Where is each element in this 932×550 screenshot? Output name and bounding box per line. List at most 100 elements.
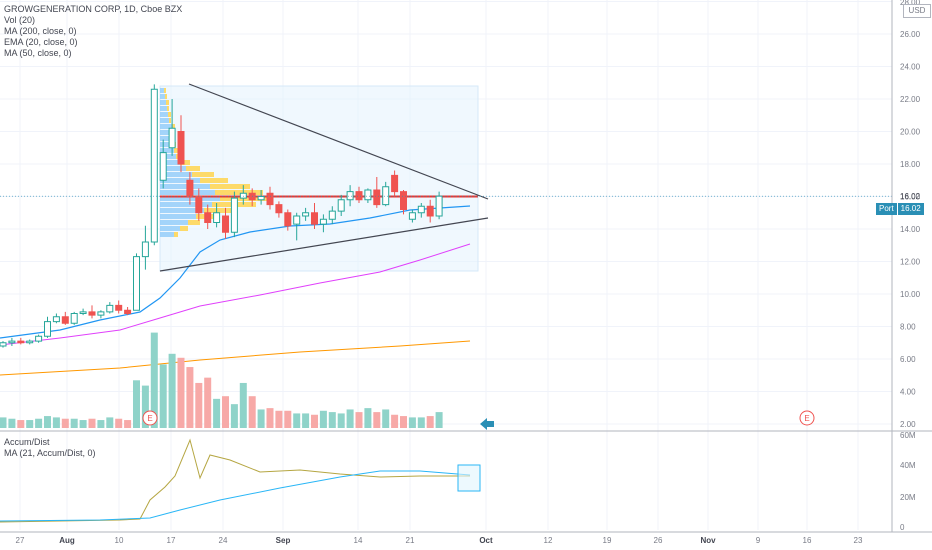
candle [337,194,345,216]
candle-body [346,191,354,201]
candle [391,170,399,197]
volume-bar [35,418,43,428]
candle [204,204,212,229]
time-axis-label: 27 [16,536,25,545]
earnings-marker: E [142,410,158,426]
volume-bar [417,417,425,428]
triangle-lower-line [159,217,489,272]
candle [400,190,407,215]
time-axis-label: Sep [276,536,291,545]
profile-up-segment [160,112,168,117]
candle [311,203,318,229]
volume-bar [346,409,354,428]
volume-bar [204,377,212,428]
currency-button[interactable]: USD [903,4,931,18]
indicator-ema20[interactable]: EMA (20, close, 0) [4,37,78,47]
volume-bar [302,413,310,428]
profile-up-segment [160,106,167,111]
candle-body [35,335,43,342]
candle-body [337,199,345,212]
candle-body [257,196,265,201]
volume-bar [150,332,158,428]
profile-up-segment [160,184,210,189]
volume-bar [26,420,34,428]
price-axis-label: 14.00 [900,225,921,234]
volume-bar [17,420,25,428]
candle-body [239,192,247,199]
candle-body [364,189,372,201]
profile-down-segment [168,112,171,117]
profile-down-segment [169,118,171,123]
price-axis-label: 8.00 [900,323,916,332]
time-axis-label: 16 [803,536,812,545]
volume-bar [106,417,114,428]
volume-bar [319,410,327,428]
profile-up-segment [160,142,172,147]
price-axis-label: 18.00 [900,160,921,169]
volume-bar [248,396,256,428]
candle-body [230,197,238,233]
candle-body [177,131,185,165]
candle-body [61,316,69,324]
candle-body [150,88,158,243]
candle-body [8,340,16,344]
candle-body [426,205,434,217]
candle [44,316,51,338]
candle [275,201,283,218]
candle [239,185,247,205]
indicator-ma50[interactable]: MA (50, close, 0) [4,48,72,58]
time-axis-label: 14 [354,536,363,545]
volume-bar [186,367,194,428]
earnings-circle [799,410,815,426]
candle-body [284,212,292,227]
candle [115,300,123,314]
volume-bar [257,409,265,428]
symbol-title[interactable]: GROWGENERATION CORP, 1D, Cboe BZX [4,4,183,14]
candle [328,206,336,225]
candle [141,225,149,270]
candle-body [97,311,105,316]
time-axis-label: 19 [603,536,612,545]
candle [159,139,167,189]
candle-body [115,304,123,311]
candle-body [293,215,301,225]
volume-bar [284,410,292,428]
ma200-line [0,340,471,376]
volume-bar [426,416,434,428]
profile-down-segment [174,148,179,153]
candle-body [0,342,7,347]
indicator-accum-dist[interactable]: Accum/Dist [4,437,50,447]
price-axis-label: 20.00 [900,128,921,137]
volume-bar [391,414,399,428]
volume-bar [275,410,283,428]
last-price-tag: Port 16.02 [876,203,924,215]
candle-body [124,309,132,314]
candle-body [168,127,176,149]
candle-body [435,195,443,217]
candle-body [195,196,203,214]
price-axis-label: 2.00 [900,420,916,429]
price-axis-label: 16.00 [900,193,921,202]
symmetrical-triangle-drawing[interactable] [159,83,489,272]
indicator-ma200[interactable]: MA (200, close, 0) [4,26,77,36]
indicator-accum-ma[interactable]: MA (21, Accum/Dist, 0) [4,448,96,458]
profile-down-segment [165,94,167,99]
last-price-tag-label: Port [876,203,898,215]
profile-up-segment [160,148,174,153]
ema20-line [0,205,471,339]
time-axis-label: Aug [59,536,75,545]
candle [17,337,25,345]
profile-down-segment [200,178,228,183]
candle [177,115,185,173]
scroll-to-realtime-arrow-icon[interactable] [480,418,494,430]
profile-down-segment [172,124,175,129]
indicator-volume[interactable]: Vol (20) [4,15,36,25]
time-axis-label: Oct [479,536,493,545]
volume-bar [382,409,390,428]
candle [222,207,229,239]
candle-body [319,218,327,225]
profile-up-segment [160,124,172,129]
candle [70,311,78,325]
